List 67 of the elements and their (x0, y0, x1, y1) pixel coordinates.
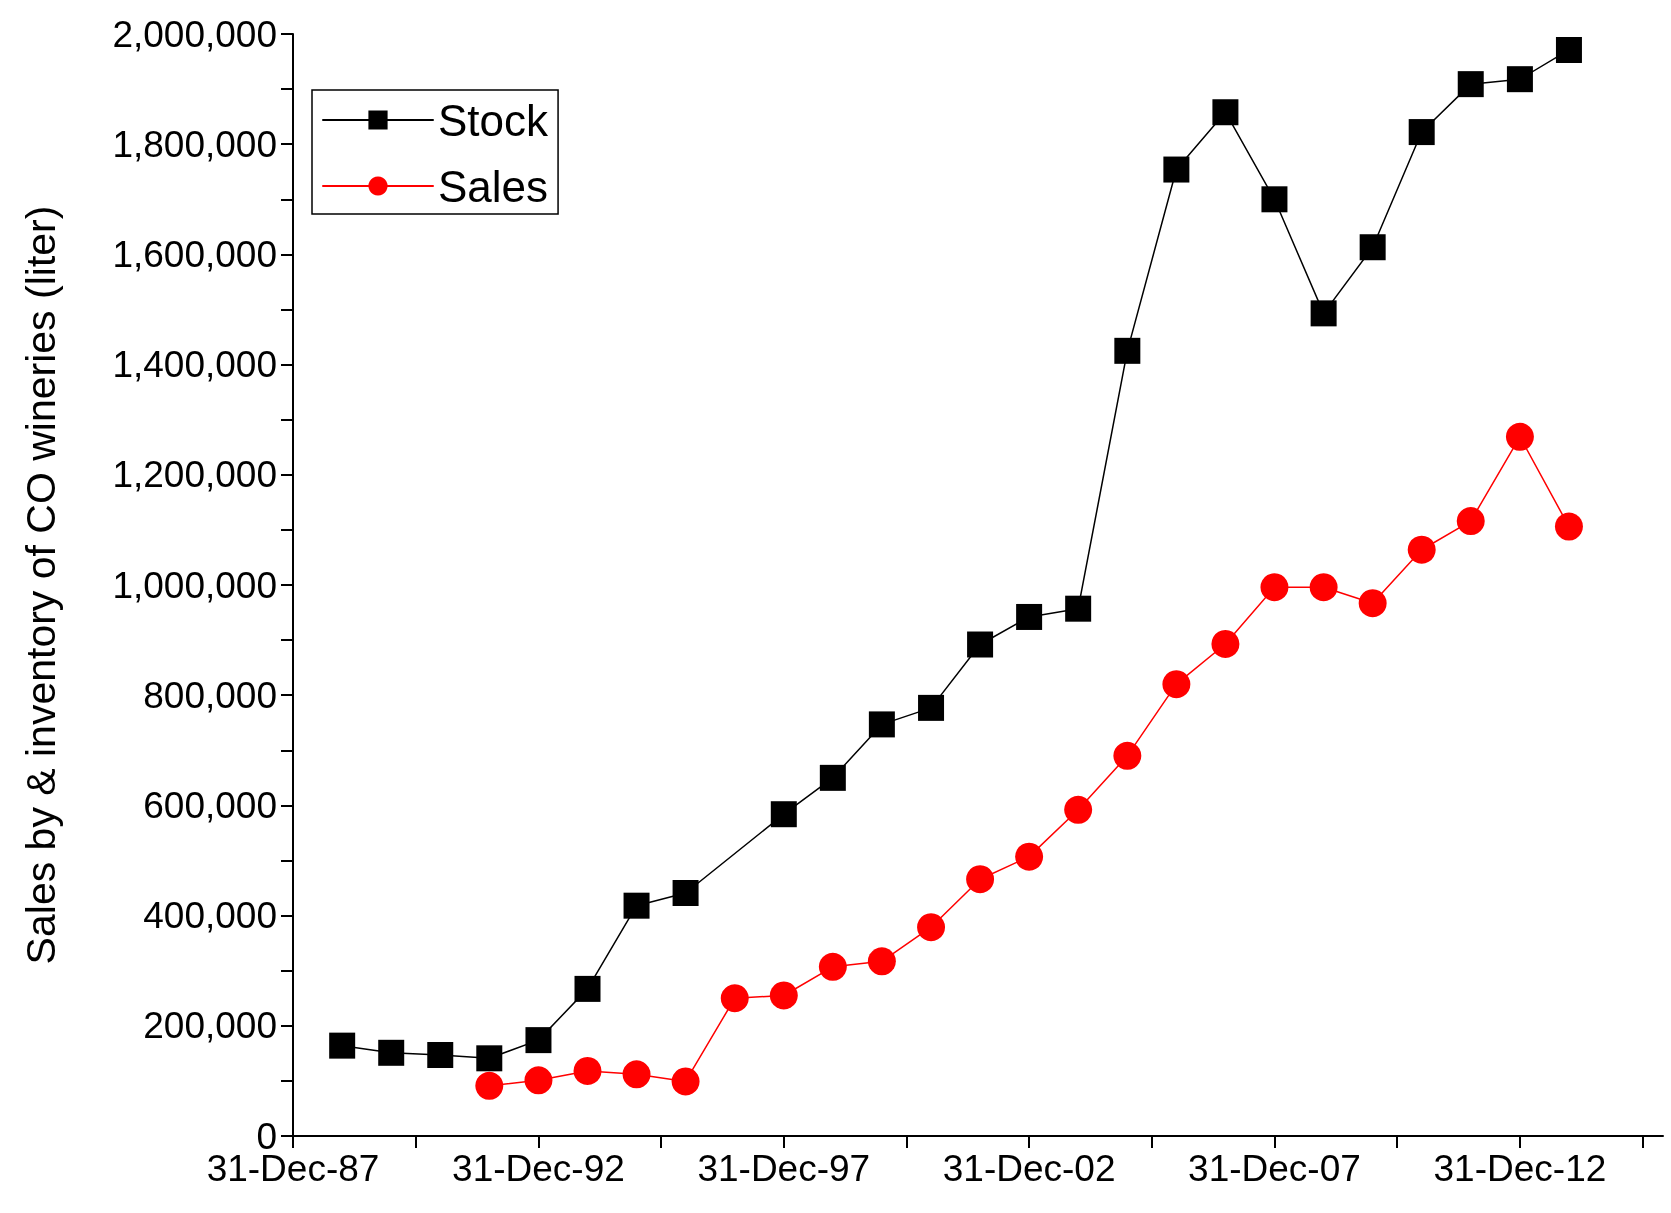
point (720, 984, 749, 1013)
point (475, 1071, 504, 1100)
y-axis-title: Sales by & inventory of CO wineries (liter) (17, 205, 64, 965)
point (1506, 66, 1533, 93)
point (672, 880, 699, 907)
y-tick-label: 1,600,000 (112, 233, 277, 275)
point (1163, 156, 1190, 183)
y-tick-label: 1,400,000 (112, 344, 277, 386)
point (574, 975, 601, 1002)
point (476, 1045, 503, 1072)
y-tick-label: 800,000 (143, 674, 277, 716)
point (524, 1066, 553, 1095)
x-tick-label: 31-Dec-12 (1433, 1148, 1607, 1189)
point (918, 694, 945, 721)
point (1358, 589, 1387, 618)
legend-label: Stock (438, 95, 550, 145)
point (917, 913, 946, 942)
x-tick-label: 31-Dec-92 (452, 1148, 625, 1189)
point (1260, 573, 1289, 602)
point (1113, 741, 1142, 770)
point (868, 711, 895, 738)
y-tick-label: 2,000,000 (112, 13, 277, 55)
point (1359, 234, 1386, 261)
point (1456, 507, 1485, 536)
x-tick-label: 31-Dec-07 (1188, 1148, 1361, 1189)
point (1211, 629, 1240, 658)
point (770, 801, 797, 828)
point (1162, 670, 1191, 699)
point (769, 981, 798, 1010)
y-tick-label: 1,200,000 (112, 454, 277, 496)
legend-label: Sales (438, 161, 549, 211)
point (427, 1042, 454, 1068)
x-tick-label: 31-Dec-97 (697, 1148, 871, 1189)
point (819, 764, 846, 791)
point (1016, 603, 1043, 630)
point (329, 1032, 356, 1059)
point (671, 1067, 700, 1096)
point (1065, 595, 1092, 622)
point (1309, 573, 1338, 602)
point (623, 892, 650, 919)
point (1555, 36, 1582, 63)
y-tick-label: 1,800,000 (112, 123, 277, 165)
point (1310, 300, 1337, 327)
y-tick-label: 1,000,000 (112, 564, 277, 606)
y-tick-label: 200,000 (143, 1005, 277, 1047)
x-tick-label: 31-Dec-87 (206, 1148, 380, 1189)
point (1457, 71, 1484, 98)
point (967, 631, 994, 658)
y-tick-label: 600,000 (143, 784, 277, 826)
point (1407, 535, 1436, 564)
point (1505, 422, 1534, 451)
point (867, 947, 896, 976)
point (622, 1060, 651, 1089)
point (525, 1027, 552, 1054)
point (378, 1039, 405, 1066)
point (966, 865, 995, 894)
point (1261, 186, 1288, 213)
point (1554, 512, 1583, 541)
x-tick-label: 31-Dec-02 (942, 1148, 1116, 1189)
y-tick-label: 400,000 (143, 895, 277, 937)
point (573, 1056, 602, 1085)
point (1114, 337, 1141, 364)
point (1015, 842, 1044, 871)
point (1064, 795, 1093, 824)
point (1212, 99, 1239, 126)
point (1408, 119, 1435, 146)
point (818, 952, 847, 981)
